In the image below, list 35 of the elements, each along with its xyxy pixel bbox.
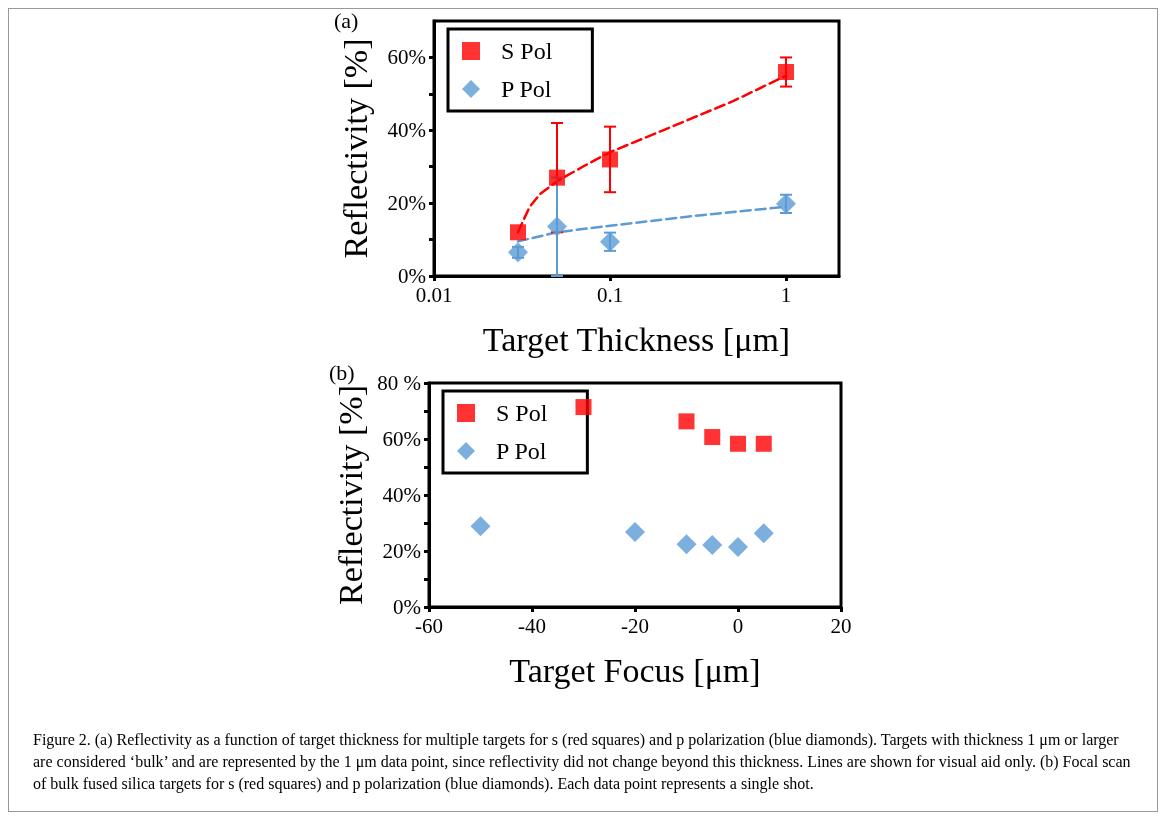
x-tick-label: 0.1 bbox=[596, 282, 624, 307]
y-tick-label: 20% bbox=[382, 539, 421, 563]
y-tick-label: 40% bbox=[387, 118, 426, 143]
point bbox=[753, 523, 774, 544]
y-axis-title: Reflectivity [%] bbox=[336, 38, 374, 259]
legend-label: P Pol bbox=[496, 438, 547, 464]
x-tick-label: -20 bbox=[621, 613, 649, 638]
point bbox=[755, 435, 772, 452]
legend-label: S Pol bbox=[496, 400, 548, 426]
point bbox=[625, 521, 645, 542]
text: (b) bbox=[329, 359, 355, 385]
x-tick-label: 0 bbox=[732, 613, 744, 638]
x-axis-title: Target Focus [μm] bbox=[509, 651, 761, 689]
x-axis-title: Target Thickness [μm] bbox=[482, 320, 791, 358]
x-tick-label: -40 bbox=[518, 613, 546, 638]
point bbox=[575, 399, 592, 416]
legend-label: P Pol bbox=[501, 76, 552, 102]
point bbox=[470, 516, 491, 537]
point bbox=[730, 435, 746, 452]
y-tick-label: 80 % bbox=[377, 371, 421, 395]
text: (a) bbox=[334, 7, 359, 33]
x-tick-label: 20 bbox=[830, 613, 852, 638]
point bbox=[704, 429, 721, 446]
y-axis-title: Reflectivity [%] bbox=[331, 385, 369, 605]
y-tick-label: 60% bbox=[382, 427, 421, 451]
point bbox=[676, 534, 697, 555]
y-tick-label: 20% bbox=[387, 191, 426, 216]
caption: Figure 2. (a) Reflectivity as a function of target thickness for multiple targets for s (red squares) and p polarization (blue diamonds). Targets with thickness 1 μm or larger are considered ‘bulk’ and are represented by the 1 μm data point, since reflectivity did not change beyond this thickness. Lines are shown for visual aid only. (b) Focal scan of bulk fused silica targets for s (red squares) and p polarization (blue diamonds). Each data point represents a single shot. bbox=[32, 730, 1132, 795]
point bbox=[728, 537, 748, 558]
y-tick-label: 40% bbox=[382, 483, 421, 507]
point bbox=[702, 535, 723, 556]
legend-label: S Pol bbox=[501, 38, 553, 64]
point bbox=[678, 413, 695, 430]
y-tick-label: 60% bbox=[387, 45, 426, 70]
x-tick-label: 1 bbox=[780, 282, 792, 307]
